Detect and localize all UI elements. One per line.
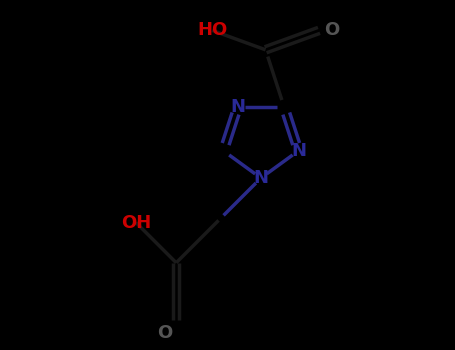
Text: N: N — [253, 169, 268, 187]
Text: OH: OH — [121, 214, 151, 231]
Text: N: N — [291, 142, 306, 160]
Text: O: O — [324, 21, 339, 39]
Text: N: N — [230, 98, 245, 116]
Text: HO: HO — [197, 21, 227, 39]
Text: O: O — [157, 324, 172, 342]
